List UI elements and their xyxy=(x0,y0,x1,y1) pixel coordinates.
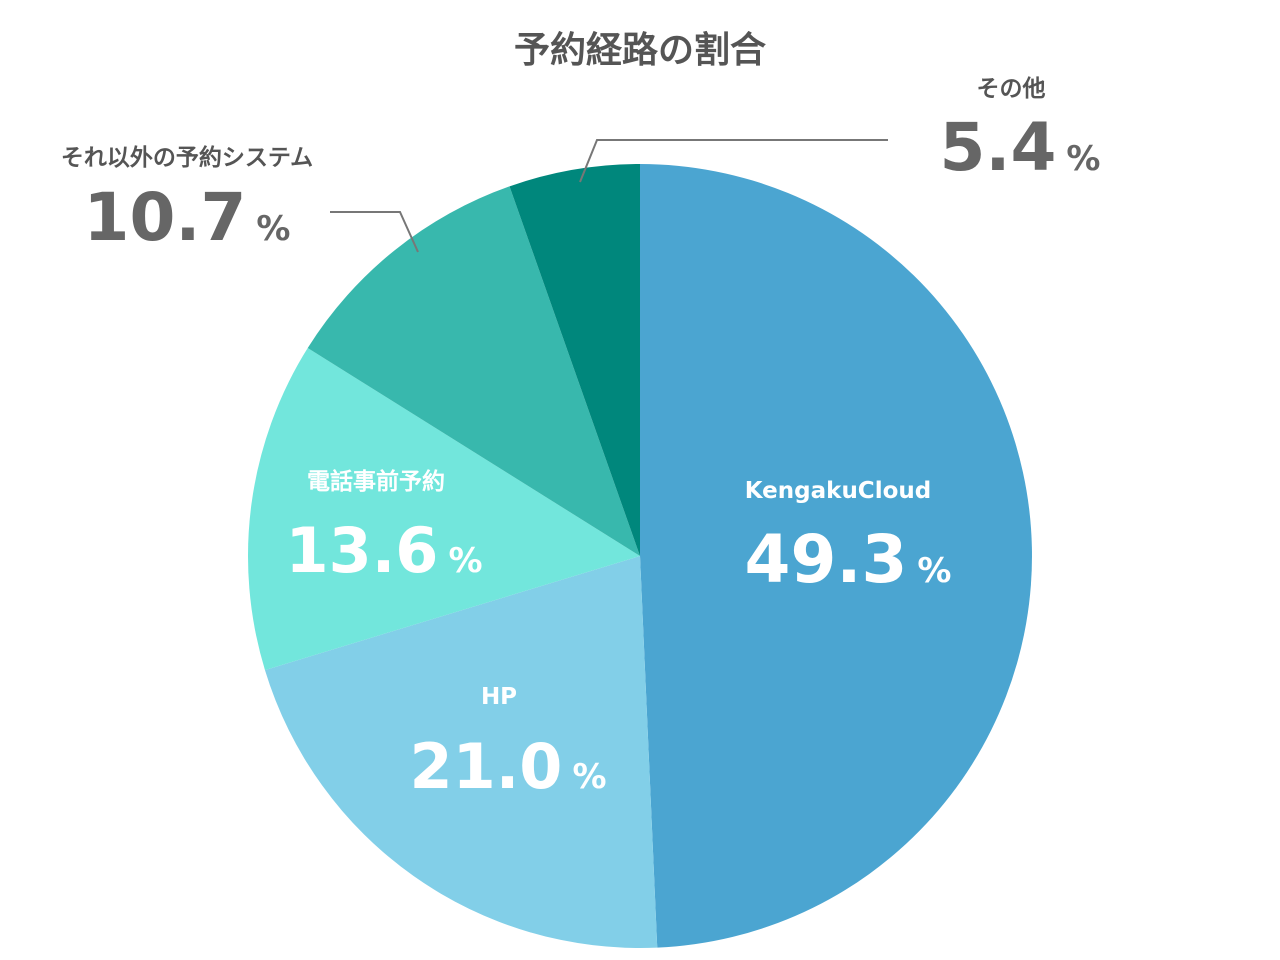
slice-value-unit: % xyxy=(572,757,606,797)
pie-slice-hp xyxy=(264,556,658,948)
slice-value-number: 49.3 xyxy=(745,521,908,598)
pie-slice-kengakucloud xyxy=(640,164,1032,948)
slice-value-number: 21.0 xyxy=(409,730,562,803)
slice-value-number: 13.6 xyxy=(285,514,438,587)
slice-label-phone-reservation: 電話事前予約 xyxy=(307,468,445,495)
slice-value-unit: % xyxy=(917,551,951,591)
chart-title: 予約経路の割合 xyxy=(514,30,766,71)
pie-slice-phone-reservation xyxy=(247,348,640,671)
slice-value-unit: % xyxy=(1066,139,1100,179)
slice-label-other: その他 xyxy=(977,76,1046,102)
slice-value-unit: % xyxy=(448,541,482,581)
slice-value-phone-reservation: 13.6% xyxy=(285,514,482,587)
pie-slice-other xyxy=(509,164,640,556)
slice-label-kengakucloud: KengakuCloud xyxy=(745,478,931,504)
slice-value-unit: % xyxy=(256,209,290,249)
slice-value-number: 10.7 xyxy=(84,179,247,256)
slice-labels: KengakuCloud 49.3 % HP 21.0 % 電話事前予約 13.6 % それ以外の… xyxy=(61,76,1101,803)
pie-slice-other-reservation-system xyxy=(307,186,640,556)
slice-label-other-reservation-system: それ以外の予約システム xyxy=(61,144,313,171)
leader-line-other xyxy=(579,139,888,183)
slice-value-other-reservation-system: 10.7% xyxy=(84,179,291,256)
slice-value-number: 5.4 xyxy=(940,109,1057,186)
slice-value-kengakucloud: 49.3% xyxy=(745,521,952,598)
slice-value-other: 5.4% xyxy=(940,109,1101,186)
slice-value-hp: 21.0% xyxy=(409,730,606,803)
leader-lines xyxy=(330,139,888,253)
leader-line-other-reservation-system xyxy=(330,211,419,253)
pie-slices xyxy=(247,164,1032,948)
slice-label-hp: HP xyxy=(481,684,517,710)
